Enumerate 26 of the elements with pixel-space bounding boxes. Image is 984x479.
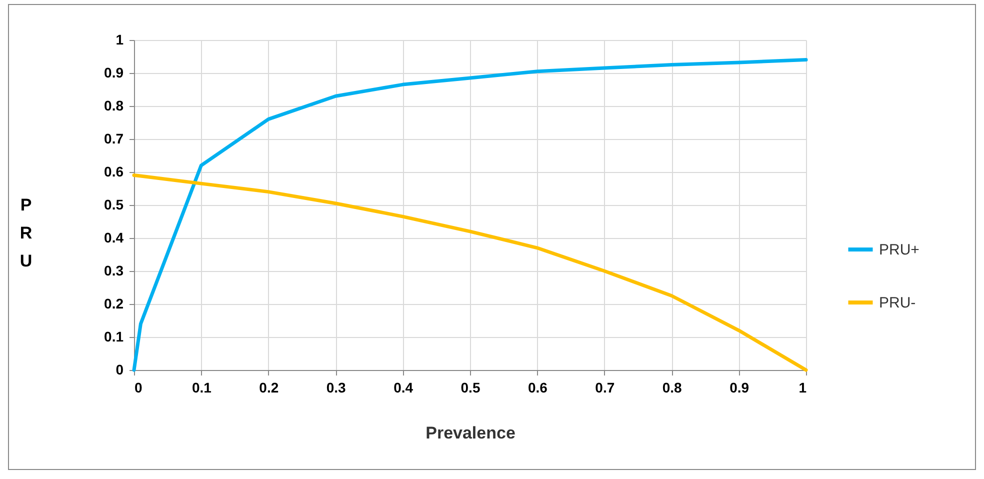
y-tick-label: 0.1: [104, 328, 124, 344]
x-tick-label: 0.7: [595, 380, 615, 396]
y-tick-label: 0.4: [104, 230, 124, 246]
x-axis-title: Prevalence: [426, 424, 516, 442]
x-tick-label: 0.2: [259, 380, 279, 396]
y-tick-label: 0.9: [104, 64, 124, 80]
y-tick-label: 0.5: [104, 196, 124, 212]
y-tick-label: 0: [116, 362, 124, 378]
x-tick-label: 1: [798, 380, 807, 396]
x-tick-label: 0.9: [730, 380, 750, 396]
y-tick-label: 0.6: [104, 164, 124, 180]
legend-label: PRU+: [879, 242, 920, 258]
x-tick-label: 0.1: [192, 380, 212, 396]
y-tick-label: 0.8: [104, 98, 124, 114]
y-axis-title: PRU: [20, 196, 32, 270]
y-tick-label: 0.3: [104, 262, 124, 278]
x-tick-label: 0.4: [394, 380, 414, 396]
x-tick-label: 0.8: [662, 380, 682, 396]
x-tick-label: 0: [134, 380, 142, 396]
x-tick-label: 0.3: [326, 380, 346, 396]
legend-label: PRU-: [879, 294, 916, 312]
y-tick-label: 0.7: [104, 130, 124, 146]
y-tick-label: 0.2: [104, 296, 124, 312]
x-tick-label: 0.5: [460, 380, 480, 396]
x-tick-label: 0.6: [528, 380, 548, 396]
y-tick-label: 1: [116, 32, 124, 48]
